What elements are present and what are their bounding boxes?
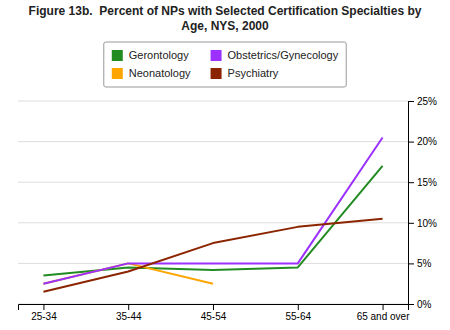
legend-item: Obstetrics/Gynecology [211,49,339,61]
y-tick: 10% [408,218,437,229]
x-tick: 65 and over [357,304,410,322]
chart-container: Figure 13b. Percent of NPs with Selected… [0,0,450,330]
legend-label: Gerontology [129,49,189,61]
y-tick-mark [408,263,414,264]
y-axis-line [409,102,415,305]
title: Figure 13b. Percent of NPs with Selected… [29,4,422,18]
legend-swatch [112,50,123,61]
grid [18,101,408,304]
x-tick: 35-44 [116,304,142,322]
x-tick-label: 65 and over [357,311,410,322]
series-group [43,138,382,292]
y-tick: 15% [408,177,437,188]
grid-line [18,182,408,183]
x-tick: 55-64 [285,304,311,322]
y-axis: 0% 5% 10% 15% 20% 25% [408,96,437,310]
title: Age, NYS, 2000 [181,19,269,33]
y-tick-mark [408,304,414,305]
x-tick-mark [383,304,384,310]
legend-label: Neonatology [129,67,191,79]
series-line [43,138,382,284]
series-line [43,166,382,276]
grid-line [18,101,408,102]
legend-item: Gerontology [112,49,189,61]
legend-item: Psychiatry [211,67,279,79]
x-tick-label: 45-54 [201,311,227,322]
x-tick-mark [298,304,299,310]
y-tick: 25% [408,96,437,107]
y-tick-label: 5% [417,258,432,269]
x-axis-line [19,305,409,311]
chart-svg: Figure 13b. Percent of NPs with Selected… [0,0,450,330]
y-tick-label: 15% [417,177,437,188]
y-tick-label: 25% [417,96,437,107]
y-tick-mark [408,182,414,183]
grid-line [18,141,408,142]
legend-swatch [112,68,123,79]
legend-label: Obstetrics/Gynecology [228,49,339,61]
legend-swatch [211,50,222,61]
x-tick: 25-34 [31,304,57,322]
series-line [43,263,213,283]
x-tick-mark [128,304,129,310]
series-line [43,219,382,292]
y-tick-label: 0% [417,299,432,310]
x-tick-mark [213,304,214,310]
y-tick-label: 20% [417,136,437,147]
y-tick-mark [408,223,414,224]
x-tick-label: 35-44 [116,311,142,322]
legend: Gerontology Neonatology Obstetrics/Gynecol… [104,42,346,87]
legend-swatch [211,68,222,79]
legend-label: Psychiatry [228,67,279,79]
y-tick: 5% [408,258,432,269]
y-tick-mark [408,142,414,143]
x-tick-label: 55-64 [285,311,311,322]
y-tick-mark [408,101,414,102]
x-tick: 45-54 [201,304,227,322]
legend-frame [104,42,346,87]
y-tick: 20% [408,136,437,147]
y-tick: 0% [408,299,432,310]
legend-item: Neonatology [112,67,191,79]
plot: 25-34 35-44 45-54 55-64 65 and over 0% 5% 10% 15… [18,96,437,322]
x-tick-label: 25-34 [31,311,57,322]
x-tick-mark [43,304,44,310]
y-tick-label: 10% [417,218,437,229]
x-axis: 25-34 35-44 45-54 55-64 65 and over [19,304,411,322]
